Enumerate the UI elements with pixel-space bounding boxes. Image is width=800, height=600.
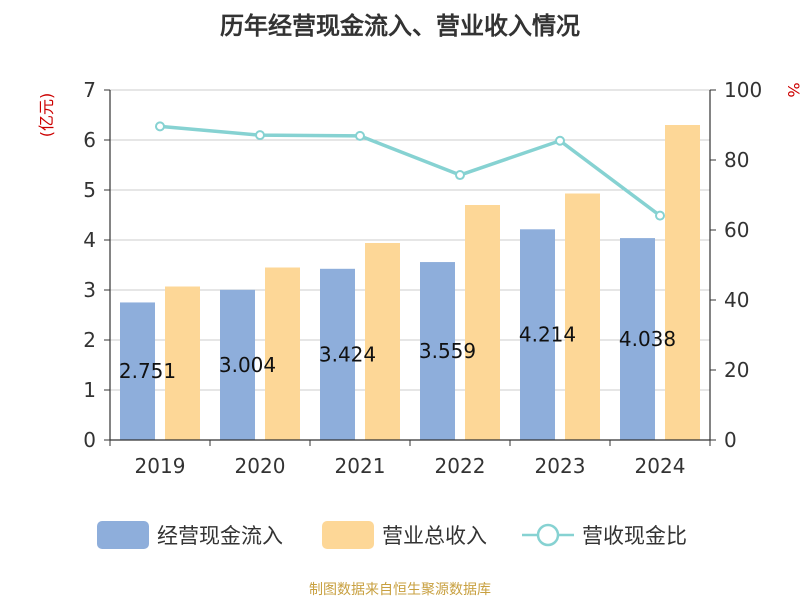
ratio-point: [155, 121, 165, 132]
legend-label: 营收现金比: [582, 524, 687, 548]
ratio-point: [355, 130, 365, 141]
legend-swatch: [322, 521, 374, 549]
bar-cash-inflow: [120, 302, 155, 440]
source-note: 制图数据来自恒生聚源数据库: [309, 582, 491, 598]
axes: [104, 89, 716, 446]
ratio-line-path: [159, 124, 662, 218]
ratio-line: [155, 121, 665, 221]
bar-value-label: 4.038: [619, 327, 676, 351]
bar-value-label: 3.004: [219, 353, 276, 377]
x-tick-label: 2022: [435, 454, 486, 478]
x-tick-label: 2024: [635, 454, 686, 478]
legend-label: 经营现金流入: [157, 524, 283, 548]
x-tick-label: 2023: [535, 454, 586, 478]
right-tick-label: 0: [724, 428, 737, 452]
bar-value-label: 3.559: [419, 339, 476, 363]
left-tick-label: 1: [83, 378, 96, 402]
bar-revenue: [665, 125, 700, 440]
bar-revenue: [365, 243, 400, 440]
right-tick-label: 80: [724, 148, 749, 172]
bar-value-label: 3.424: [319, 342, 376, 366]
legend-marker: [536, 523, 560, 547]
bars: [120, 125, 700, 440]
ratio-point: [255, 130, 265, 141]
left-tick-label: 7: [83, 78, 96, 102]
legend-swatch: [97, 521, 149, 549]
right-axis-unit: %: [784, 82, 800, 97]
left-tick-label: 5: [83, 178, 96, 202]
bar-value-label: 4.214: [519, 323, 576, 347]
tick-labels: 0 1 2 3 4 5 6 7 0 20 40 60 80 100 2019 2020 2021 2022 2023…: [83, 78, 762, 478]
right-tick-label: 60: [724, 218, 749, 242]
bar-revenue: [265, 267, 300, 440]
data-labels: 2.751 3.004 3.424 3.559 4.214 4.038: [119, 323, 676, 384]
bar-cash-inflow: [220, 289, 255, 440]
ratio-point: [455, 170, 465, 181]
bar-value-label: 2.751: [119, 359, 176, 383]
left-tick-label: 4: [83, 228, 96, 252]
legend-label: 营业总收入: [382, 524, 487, 548]
bar-revenue: [565, 193, 600, 440]
bar-cash-inflow: [420, 262, 455, 440]
bar-revenue: [465, 205, 500, 440]
bar-cash-inflow: [620, 238, 655, 440]
left-tick-label: 0: [83, 428, 96, 452]
right-tick-label: 100: [724, 78, 762, 102]
ratio-point: [555, 135, 565, 146]
right-tick-label: 40: [724, 288, 749, 312]
legend: 经营现金流入 营业总收入 营收现金比: [97, 521, 687, 549]
ratio-point: [655, 210, 665, 221]
right-tick-label: 20: [724, 358, 749, 382]
left-tick-label: 6: [83, 128, 96, 152]
x-tick-label: 2020: [235, 454, 286, 478]
left-axis-unit: (亿元): [37, 93, 56, 138]
gridlines: [110, 89, 710, 391]
bar-cash-inflow: [520, 229, 555, 440]
x-tick-label: 2021: [335, 454, 386, 478]
chart-title: 历年经营现金流入、营业收入情况: [220, 12, 580, 40]
bar-revenue: [165, 286, 200, 440]
x-tick-label: 2019: [135, 454, 186, 478]
left-tick-label: 2: [83, 328, 96, 352]
left-tick-label: 3: [83, 278, 96, 302]
bar-cash-inflow: [320, 268, 355, 440]
